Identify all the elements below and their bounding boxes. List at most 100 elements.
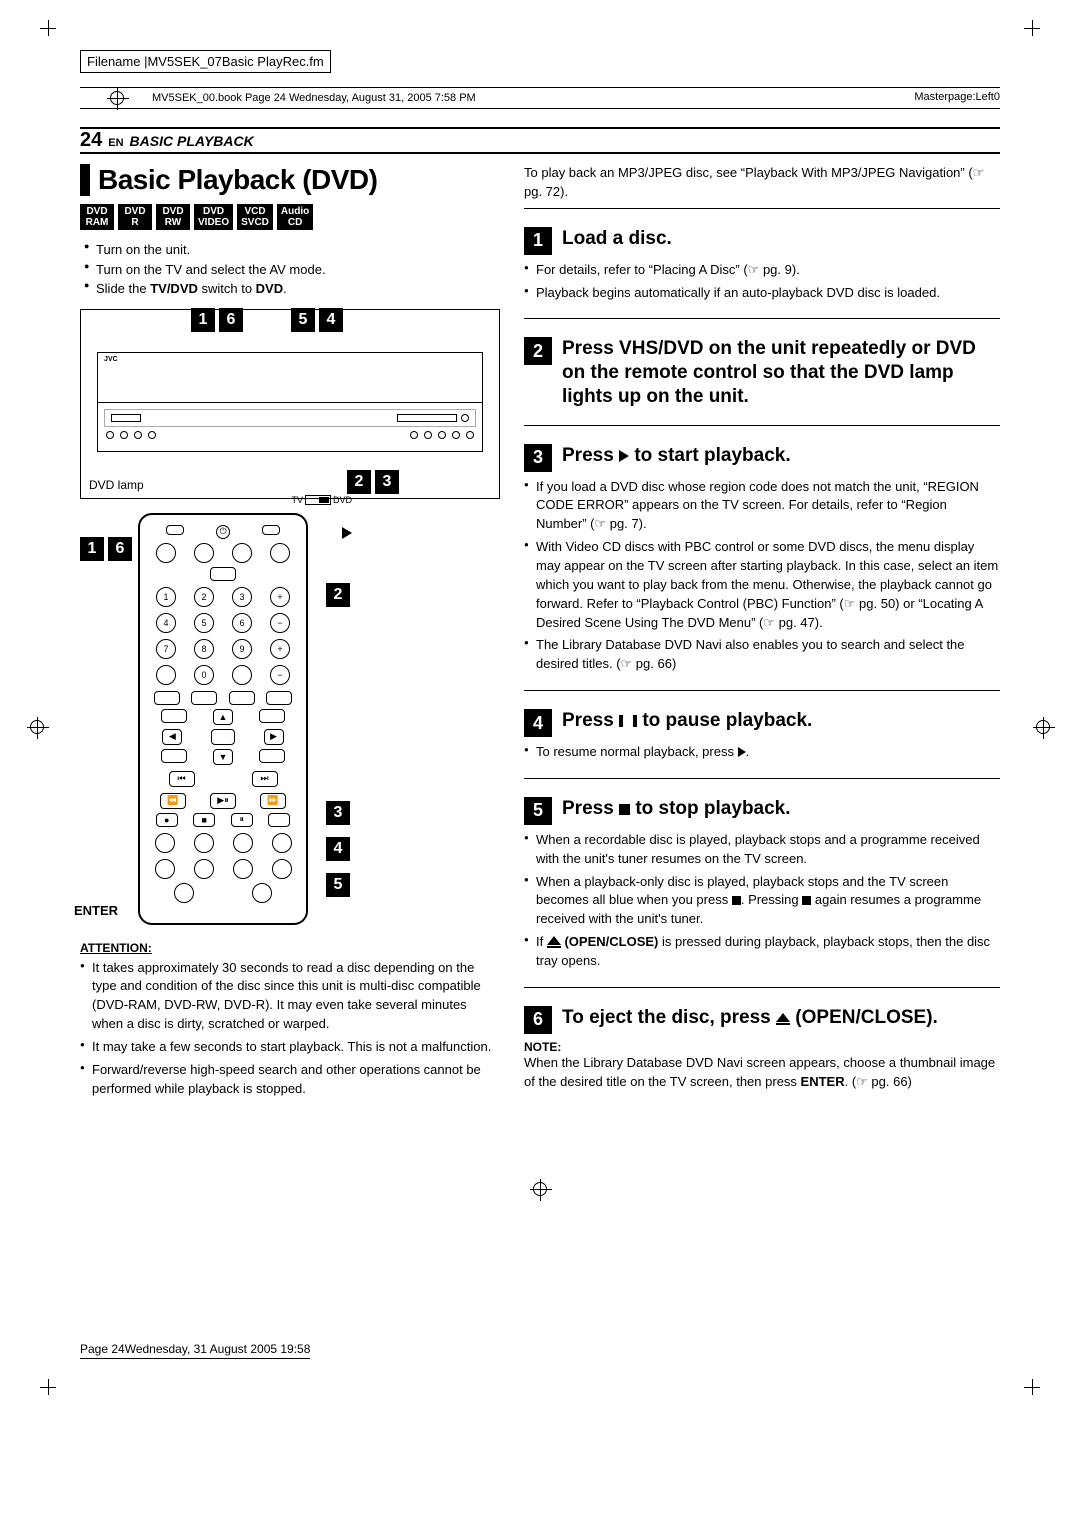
knob-icon — [424, 431, 432, 439]
step-4: 4 Press to pause playback. — [524, 709, 1000, 737]
unit-box: JVC — [97, 352, 483, 452]
led-icon — [461, 414, 469, 422]
playpause-btn: ▶⏸ — [210, 793, 236, 809]
num-9: 9 — [232, 639, 252, 659]
play-arrow-icon — [342, 525, 352, 541]
step-badge-6: 6 — [524, 1006, 552, 1034]
note-title: NOTE: — [524, 1040, 1000, 1054]
tv-dvd-switch: TV DVD — [291, 495, 354, 505]
display-icon — [111, 414, 141, 422]
rew-btn: ⏪ — [160, 793, 186, 809]
num-2: 2 — [194, 587, 214, 607]
next-btn: ⏭ — [252, 771, 278, 787]
list-item: To resume normal playback, press . — [524, 743, 1000, 762]
rec-btn: ● — [156, 813, 178, 827]
enter-label: ENTER — [74, 903, 118, 918]
open-close-bold: (OPEN/CLOSE) — [564, 934, 658, 949]
crop-marks-bottom — [80, 1379, 1000, 1393]
format-vcd-svcd: VCDSVCD — [237, 204, 273, 230]
knob-icon — [438, 431, 446, 439]
remote-btn — [262, 525, 280, 535]
step-1-title: Load a disc. — [562, 227, 672, 251]
prev-btn: ⏮ — [169, 771, 195, 787]
format-dvd-video: DVDVIDEO — [194, 204, 233, 230]
list-item: The Library Database DVD Navi also enabl… — [524, 636, 1000, 674]
left-btn: ◀ — [162, 729, 182, 745]
page-header: 24 EN BASIC PLAYBACK — [80, 127, 1000, 154]
down-btn: ▼ — [213, 749, 233, 765]
pause-icon — [619, 715, 637, 727]
prep-list: Turn on the unit. Turn on the TV and sel… — [80, 240, 500, 299]
right-column: To play back an MP3/JPEG disc, see “Play… — [524, 164, 1000, 1102]
format-dvd-rw: DVDRW — [156, 204, 190, 230]
knob-icon — [120, 431, 128, 439]
stop-icon — [732, 896, 741, 905]
intro-text: To play back an MP3/JPEG disc, see “Play… — [524, 164, 1000, 202]
registration-left-icon — [30, 720, 44, 734]
callout-4: 4 — [319, 308, 343, 332]
registration-right-icon — [1036, 720, 1050, 734]
section-name: BASIC PLAYBACK — [130, 133, 254, 149]
knob-icon — [410, 431, 418, 439]
text: (OPEN/CLOSE). — [790, 1007, 938, 1028]
knob-icon — [134, 431, 142, 439]
step-badge-3: 3 — [524, 444, 552, 472]
step-badge-2: 2 — [524, 337, 552, 365]
step-2-title: Press VHS/DVD on the unit repeatedly or … — [562, 337, 1000, 408]
remote-btn — [161, 709, 187, 723]
knob-icon — [106, 431, 114, 439]
remote-btn — [259, 709, 285, 723]
crop-mark — [1024, 20, 1040, 36]
callout-3: 3 — [375, 470, 399, 494]
numeric-pad: 1 2 3 + 4 5 6 − 7 8 9 + 0 − — [150, 587, 296, 685]
pause-btn: ⏸ — [231, 813, 253, 827]
list-item: With Video CD discs with PBC control or … — [524, 538, 1000, 632]
text: to start playback. — [629, 445, 791, 466]
step-1-bullets: For details, refer to “Placing A Disc” (… — [524, 261, 1000, 303]
callout-6b: 6 — [108, 537, 132, 561]
step-5: 5 Press to stop playback. — [524, 797, 1000, 825]
step-1: 1 Load a disc. — [524, 227, 1000, 255]
step-5-title: Press to stop playback. — [562, 797, 791, 821]
prep-item: Slide the TV/DVD switch to DVD. — [84, 279, 500, 299]
crop-marks-top — [80, 30, 1000, 44]
step-5-bullets: When a recordable disc is played, playba… — [524, 831, 1000, 971]
remote-btn — [272, 833, 292, 853]
unit-figure: 1 6 5 4 JVC — [80, 309, 500, 499]
text: Press — [562, 445, 619, 466]
text: to stop playback. — [630, 798, 790, 819]
book-info-bar: MV5SEK_00.book Page 24 Wednesday, August… — [80, 87, 1000, 109]
unit-controls — [98, 427, 482, 443]
enter-btn — [211, 729, 235, 745]
remote-btn — [270, 543, 290, 563]
step-3: 3 Press to start playback. — [524, 444, 1000, 472]
text: Press — [562, 710, 619, 731]
registration-bottom-icon — [533, 1182, 547, 1196]
remote-btn — [155, 859, 175, 879]
remote-side-callouts: 2 3 4 5 — [326, 513, 350, 897]
num-0: 0 — [194, 665, 214, 685]
callout-2b: 2 — [326, 583, 350, 607]
list-item: When a recordable disc is played, playba… — [524, 831, 1000, 869]
page-title-block: Basic Playback (DVD) — [80, 164, 500, 196]
attention-title: ATTENTION: — [80, 941, 500, 955]
remote-figure: 1 6 ENTER TV DVD ⏻ — [80, 513, 500, 925]
registration-icon — [110, 91, 124, 105]
remote-btn — [272, 859, 292, 879]
step-3-title: Press to start playback. — [562, 444, 791, 468]
note-text: When the Library Database DVD Navi scree… — [524, 1054, 1000, 1092]
minus-btn: − — [270, 665, 290, 685]
remote-outline: TV DVD ⏻ — [138, 513, 308, 925]
remote-btn — [161, 749, 187, 763]
filename-box: Filename |MV5SEK_07Basic PlayRec.fm — [80, 50, 331, 73]
dvd-lamp-label: DVD lamp — [89, 478, 144, 492]
remote-btn — [252, 883, 272, 903]
remote-btn — [156, 665, 176, 685]
power-icon: ⏻ — [216, 525, 230, 539]
attention-item: It takes approximately 30 seconds to rea… — [80, 959, 500, 1034]
step-badge-1: 1 — [524, 227, 552, 255]
masterpage-text: Masterpage:Left0 — [914, 91, 1000, 105]
knob-icon — [466, 431, 474, 439]
ff-btn: ⏩ — [260, 793, 286, 809]
crop-mark — [40, 1379, 56, 1395]
